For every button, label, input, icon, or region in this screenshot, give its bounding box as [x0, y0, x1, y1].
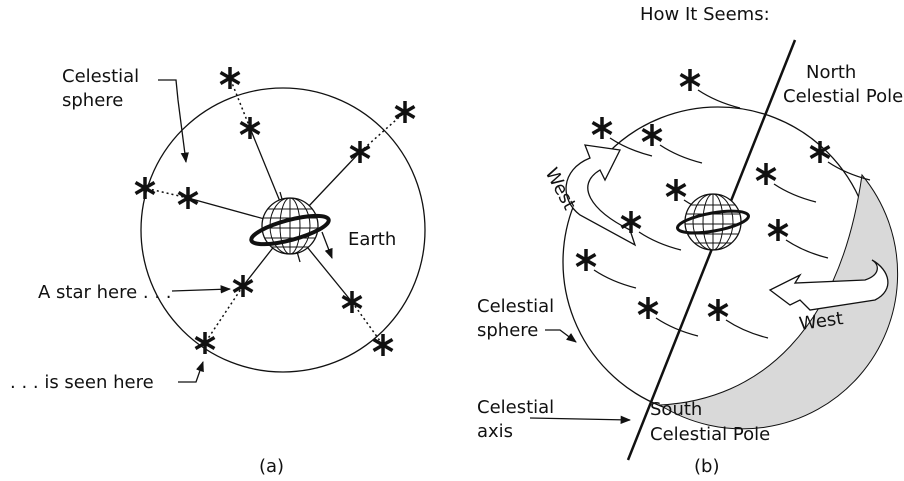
label: . . . is seen here	[10, 372, 154, 393]
label: Celestial Pole	[650, 424, 770, 445]
label: sphere	[62, 90, 123, 111]
rotation-arrow	[321, 231, 333, 259]
star-trail	[785, 239, 829, 259]
pointer	[171, 285, 232, 294]
star	[706, 297, 730, 323]
star-trail	[593, 269, 637, 289]
label: sphere	[477, 320, 538, 341]
star	[754, 161, 778, 187]
star-trail	[725, 319, 769, 339]
caption: (a)	[259, 456, 284, 477]
star-trail	[655, 317, 699, 337]
projection-line	[359, 111, 406, 153]
star	[678, 67, 702, 93]
label: Earth	[348, 229, 396, 250]
panel-b	[562, 39, 899, 461]
star-trail	[659, 144, 703, 164]
star-trail	[827, 161, 871, 181]
star	[193, 330, 217, 356]
star	[636, 295, 660, 321]
star-trail	[773, 183, 817, 203]
star	[590, 115, 614, 141]
earth	[684, 193, 742, 251]
projection-line	[229, 77, 251, 129]
star-trail	[609, 137, 653, 157]
celestial-sphere	[140, 87, 426, 373]
star	[393, 99, 417, 125]
star	[218, 65, 242, 91]
label: Celestial Pole	[783, 86, 903, 107]
shadow	[658, 173, 899, 430]
label: axis	[477, 421, 513, 442]
panel-a	[133, 65, 426, 373]
label: North	[806, 62, 856, 83]
star-trail	[638, 231, 682, 251]
label: A star here . . .	[38, 282, 172, 303]
star	[176, 185, 200, 211]
label: Celestial	[477, 397, 554, 418]
projection-line	[144, 187, 189, 199]
pointer	[158, 79, 189, 164]
caption: (b)	[694, 456, 719, 477]
pointer	[545, 329, 577, 343]
label: Celestial	[62, 66, 139, 87]
rotation-ring	[249, 213, 331, 247]
label: South	[650, 399, 702, 420]
star	[766, 217, 790, 243]
label: Celestial	[477, 296, 554, 317]
west-arrow-right	[768, 259, 889, 311]
title: How It Seems:	[640, 4, 770, 25]
projection-line	[351, 301, 384, 346]
rotation-ring	[676, 209, 750, 235]
star	[238, 115, 262, 141]
star	[574, 247, 598, 273]
projection-line	[204, 285, 244, 344]
pointer	[529, 415, 632, 424]
star-trail	[697, 89, 741, 109]
star	[133, 175, 157, 201]
star	[664, 177, 688, 203]
pointer	[178, 361, 204, 383]
star	[640, 122, 664, 148]
